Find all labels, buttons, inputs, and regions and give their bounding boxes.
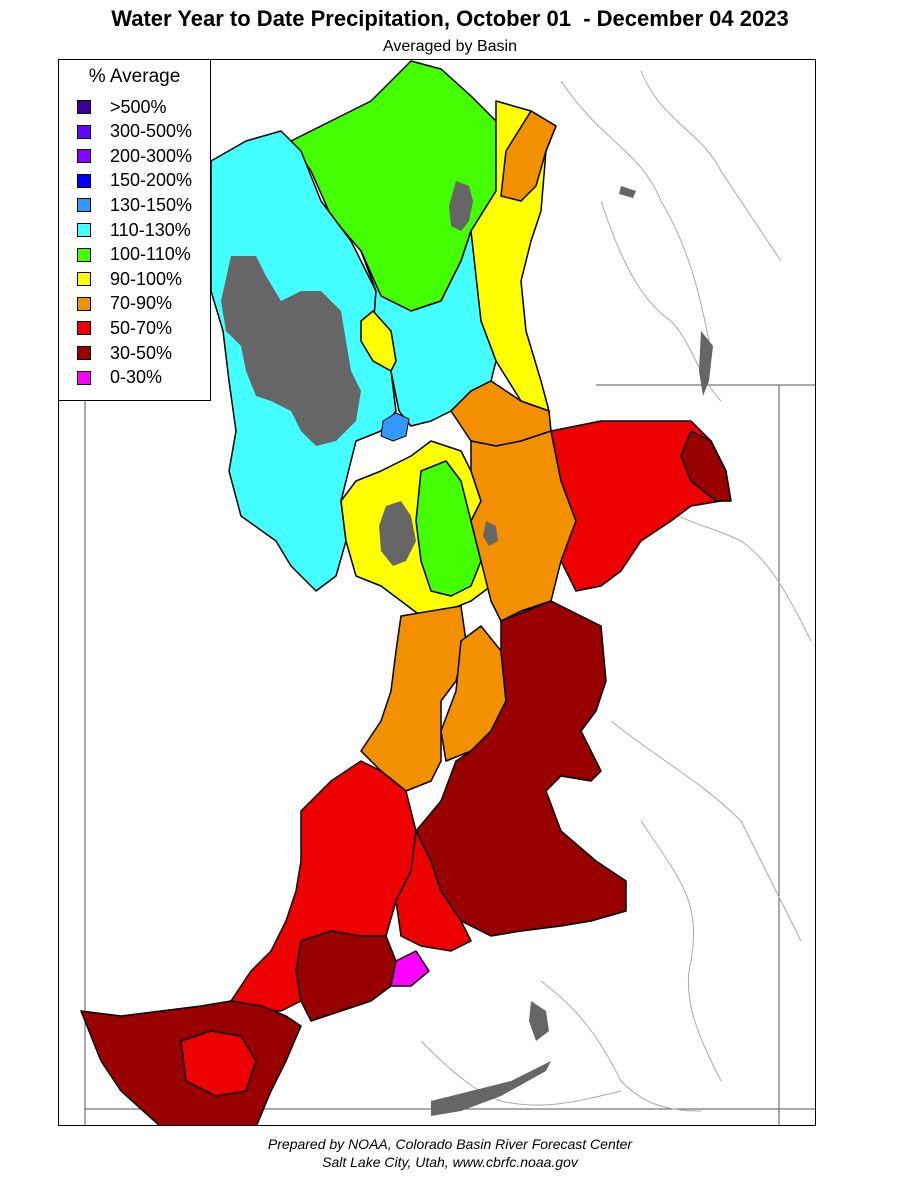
legend-label: 150-200%: [110, 170, 193, 191]
legend-label: 70-90%: [110, 293, 173, 314]
legend-swatch: [77, 370, 91, 385]
legend-swatch: [77, 149, 91, 164]
map-legend: % Average >500% 300-500% 200-300% 150-20…: [58, 59, 211, 401]
basin-dirty-devil: [415, 600, 627, 937]
inside-lakes: [221, 181, 498, 566]
basin-farmington: [380, 412, 410, 442]
legend-swatch: [77, 124, 91, 139]
footer-location: Salt Lake City, Utah, www.cbrfc.noaa.gov: [322, 1154, 578, 1170]
basin-provo-north: [360, 310, 397, 372]
basin-paria: [390, 950, 430, 987]
legend-swatch: [77, 346, 91, 360]
legend-item: 110-130%: [77, 219, 191, 241]
legend-swatch: [77, 173, 91, 188]
footer-credit: Prepared by NOAA, Colorado Basin River F…: [267, 1136, 633, 1152]
legend-item: >500%: [77, 96, 167, 118]
basin-duchesne: [470, 430, 577, 622]
basin-white-river: [550, 420, 727, 592]
legend-swatch: [77, 296, 91, 311]
legend-swatch: [77, 100, 91, 114]
legend-item: 130-150%: [77, 194, 192, 216]
map-subtitle: Averaged by Basin: [382, 38, 517, 55]
basin-map: [59, 60, 815, 1125]
legend-label: 30-50%: [110, 342, 173, 363]
legend-item: 50-70%: [77, 317, 172, 339]
outside-lakes: [431, 186, 713, 1116]
legend-label: 90-100%: [110, 268, 183, 289]
basin-spanish-fork: [415, 460, 482, 597]
bear-lake: [449, 181, 473, 231]
legend-swatch: [77, 223, 91, 237]
legend-label: 130-150%: [110, 194, 193, 215]
legend-swatch: [77, 198, 91, 213]
legend-label: 200-300%: [110, 145, 193, 166]
basin-escalante: [395, 830, 472, 952]
basin-orange-ne: [500, 110, 557, 202]
legend-item: 100-110%: [77, 244, 191, 266]
basin-virgin-red-core: [180, 1030, 257, 1097]
legend-item: 70-90%: [77, 293, 172, 315]
legend-label: 300-500%: [110, 121, 193, 142]
basin-ne-corner: [680, 430, 732, 502]
legend-item: 30-50%: [77, 342, 172, 364]
legend-label: 0-30%: [110, 367, 163, 388]
legend-item: 0-30%: [77, 367, 162, 389]
map-title: Water Year to Date Precipitation, Octobe…: [111, 6, 789, 31]
strawberry-res: [483, 521, 498, 546]
utah-lake: [379, 501, 416, 566]
map-frame: [58, 59, 816, 1126]
legend-label: 50-70%: [110, 317, 173, 338]
legend-item: 200-300%: [77, 145, 192, 167]
basin-sevier-upper: [360, 605, 467, 792]
legend-swatch: [77, 272, 91, 287]
basin-kanab: [295, 930, 397, 1022]
legend-item: 150-200%: [77, 170, 192, 192]
legend-swatch: [77, 321, 91, 336]
legend-label: 110-130%: [110, 219, 191, 240]
legend-item: 300-500%: [77, 121, 192, 143]
great-salt-lake: [221, 256, 361, 446]
legend-label: >500%: [110, 96, 167, 117]
legend-title: % Average: [88, 66, 181, 87]
legend-label: 100-110%: [110, 244, 191, 265]
legend-item: 90-100%: [77, 268, 182, 290]
legend-swatch: [77, 247, 91, 262]
